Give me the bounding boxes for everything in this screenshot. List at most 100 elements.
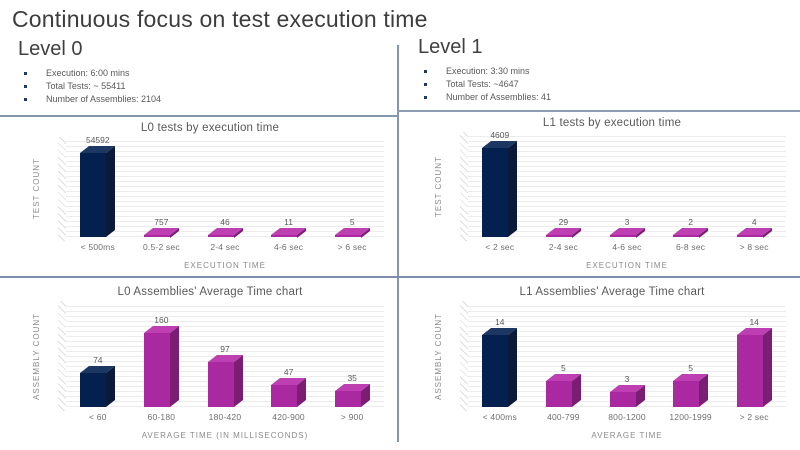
bar-> 900	[334, 383, 370, 407]
bar-front-face	[736, 335, 763, 407]
chart-title: L1 tests by execution time	[542, 117, 682, 129]
bar-value-label: 5	[688, 363, 693, 374]
x-axis-category-labels: < 2 sec 2-4 sec 4-6 sec 6-8 sec > 8 sec	[468, 242, 786, 254]
bar-> 2 sec	[736, 328, 772, 407]
x-axis-category-labels: < 400ms 400-799 800-1200 1200-1999 > 2 sec	[468, 412, 786, 424]
bar-front-face	[482, 147, 509, 237]
bar-> 8 sec	[736, 227, 772, 237]
bar-< 400ms	[482, 328, 518, 407]
bar-value-label: 2	[688, 216, 693, 227]
bar-front-face	[334, 390, 361, 407]
y-axis-title: ASSEMBLY COUNT	[32, 312, 41, 400]
bar-front-face	[545, 234, 572, 237]
y-axis-title: ASSEMBLY COUNT	[434, 312, 443, 400]
bar-value-label: 757	[154, 216, 169, 227]
level1-heading: Level 1	[418, 36, 483, 58]
bar-front-face	[334, 234, 361, 237]
level0-summary: Level 0 Execution: 6:00 mins Total Tests…	[18, 38, 378, 106]
x-axis-title: AVERAGE TIME (IN MILLISECONDS)	[141, 431, 309, 440]
bar-value-label: 14	[495, 317, 505, 328]
chart-l0-tests-by-execution-time: L0 tests by execution time TEST COUNT 54…	[28, 119, 392, 271]
bar-front-face	[143, 234, 170, 237]
plot-area: 54592 757 46 11 5	[58, 135, 384, 241]
category-label: 180-420	[208, 412, 242, 422]
bar-> 6 sec	[334, 227, 370, 237]
level0-bullet-execution: Execution: 6:00 mins	[18, 67, 378, 80]
axis-hatch	[58, 301, 66, 411]
bar-800-1200	[609, 384, 645, 407]
category-label: > 2 sec	[739, 412, 769, 422]
category-label: 420-900	[272, 412, 305, 422]
bar-front-face	[143, 333, 170, 407]
chart-title: L0 tests by execution time	[140, 122, 280, 134]
bar-side-face	[233, 355, 243, 407]
bar-420-900	[271, 378, 307, 407]
bar-180-420	[207, 355, 243, 407]
bar-2-4 sec	[207, 227, 243, 237]
category-label: 800-1200	[608, 412, 646, 422]
category-label: > 8 sec	[739, 242, 769, 252]
chart-l1-assemblies-average-time: L1 Assemblies' Average Time chart ASSEMB…	[430, 283, 794, 441]
bar-400-799	[545, 374, 581, 407]
bar-value-label: 11	[284, 216, 293, 227]
bar-value-label: 29	[558, 216, 569, 227]
bar-0.5-2 sec	[143, 227, 179, 237]
bar-< 2 sec	[482, 140, 518, 237]
category-label: 2-4 sec	[210, 242, 240, 252]
level0-bullet-list: Execution: 6:00 mins Total Tests: ~ 5541…	[18, 67, 378, 106]
category-label: > 900	[340, 412, 364, 422]
bar-2-4 sec	[545, 227, 581, 237]
chart-l1-tests-by-execution-time: L1 tests by execution time TEST COUNT 46…	[430, 114, 794, 271]
level1-bullet-execution: Execution: 3:30 mins	[418, 65, 778, 78]
category-label: 1200-1999	[669, 412, 712, 422]
bar-value-label: 3	[624, 216, 630, 227]
chart-title: L1 Assemblies' Average Time chart	[519, 286, 705, 298]
level0-heading: Level 0	[18, 38, 83, 60]
bar-front-face	[207, 234, 234, 237]
x-axis-title: EXECUTION TIME	[184, 261, 266, 270]
x-axis-category-labels: < 60 60-180 180-420 420-900 > 900	[66, 412, 384, 424]
bar-front-face	[207, 362, 234, 407]
bar-value-label: 54592	[85, 135, 110, 146]
bar-front-face	[673, 381, 700, 407]
x-axis-category-labels: < 500ms 0.5-2 sec 2-4 sec 4-6 sec > 6 sec	[66, 242, 384, 254]
bar-front-face	[482, 335, 509, 407]
axis-hatch	[460, 132, 468, 241]
level0-bullet-assemblies: Number of Assemblies: 2104	[18, 93, 378, 106]
category-label: 400-799	[547, 412, 580, 422]
right-horizontal-divider	[397, 110, 800, 112]
category-label: > 6 sec	[337, 242, 367, 252]
bar-value-label: 4	[751, 216, 757, 227]
bar-6-8 sec	[673, 227, 709, 237]
bar-front-face	[673, 234, 700, 237]
x-axis-title: EXECUTION TIME	[586, 261, 668, 270]
category-label: 4-6 sec	[273, 242, 304, 252]
category-label: 4-6 sec	[612, 242, 642, 252]
bar-value-label: 3	[624, 373, 630, 384]
bar-front-face	[271, 234, 298, 237]
level1-bullet-total-tests: Total Tests: ~4647	[418, 78, 778, 91]
category-label: < 400ms	[482, 412, 517, 422]
bar-side-face	[508, 140, 518, 237]
bar-front-face	[80, 153, 107, 237]
bar-front-face	[736, 234, 763, 237]
plot-area: 74 160 97 47 35	[58, 301, 384, 411]
category-label: 2-4 sec	[548, 242, 579, 252]
bar-value-label: 47	[283, 367, 294, 378]
category-label: 6-8 sec	[675, 242, 706, 252]
level1-summary: Level 1 Execution: 3:30 mins Total Tests…	[418, 36, 778, 104]
level0-bullet-total-tests: Total Tests: ~ 55411	[18, 80, 378, 93]
bar-60-180	[143, 326, 179, 407]
slide-title: Continuous focus on test execution time	[12, 6, 428, 32]
bar-front-face	[609, 234, 636, 237]
category-label: < 500ms	[80, 242, 115, 252]
bar-1200-1999	[673, 374, 709, 407]
bar-value-label: 97	[220, 344, 230, 355]
axis-hatch	[58, 137, 66, 241]
bar-side-face	[169, 326, 179, 407]
bar-front-face	[271, 385, 298, 407]
category-label: 60-180	[147, 412, 176, 422]
bar-value-label: 35	[347, 372, 357, 383]
bar-value-label: 46	[220, 216, 230, 227]
